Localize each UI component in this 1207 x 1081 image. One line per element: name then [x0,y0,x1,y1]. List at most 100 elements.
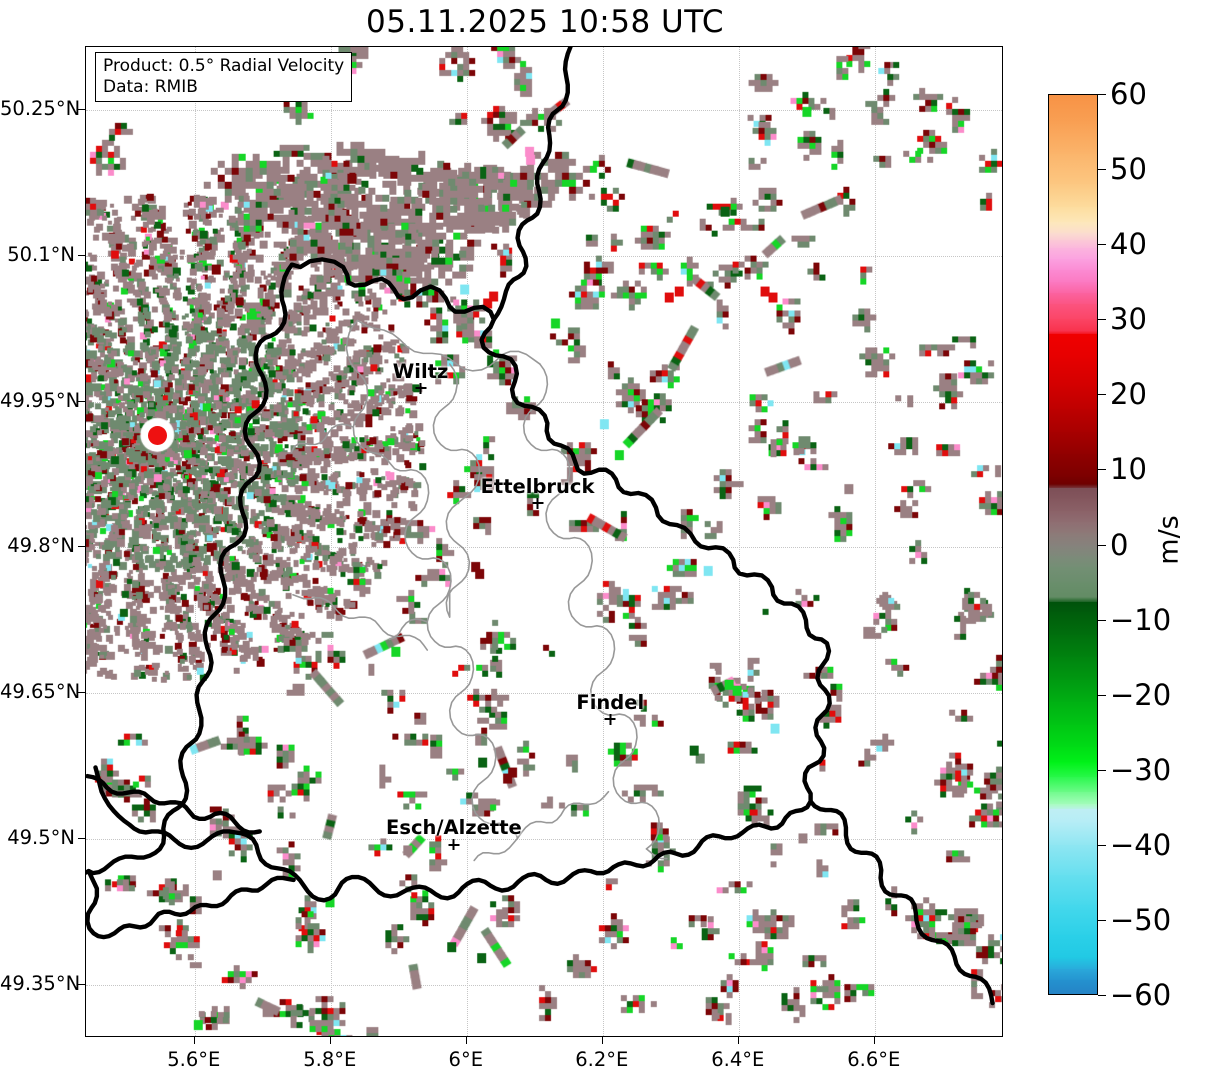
colorbar-band [1049,184,1097,209]
colorbar-band [1049,657,1097,682]
y-axis-tick-label: 49.95°N [0,388,81,412]
colorbar-band [1049,206,1097,224]
colorbar-band [1049,601,1097,615]
colorbar-title: m/s [1153,515,1185,565]
colorbar-band [1049,259,1097,273]
colorbar-band [1049,221,1097,235]
colorbar-band [1049,844,1097,877]
colorbar-band [1049,702,1097,727]
colorbar-tick-mark [1098,769,1106,771]
canton-border-line [445,498,471,618]
colorbar-band [1049,597,1097,604]
colorbar-band [1049,808,1097,825]
figure-title: 05.11.2025 10:58 UTC [366,4,724,40]
x-axis-tick-label: 6.2°E [575,1048,629,1071]
colorbar-tick-mark [1098,244,1106,246]
colorbar-tick-label: −60 [1110,978,1172,1012]
colorbar-band [1049,979,1097,994]
colorbar-tick-mark [1098,394,1106,396]
colorbar [1048,94,1098,995]
colorbar-band [1049,319,1097,333]
canton-border-line [522,363,661,850]
colorbar-tick-label: −50 [1110,902,1172,937]
national-border-line [86,262,295,876]
y-axis-tick-label: 50.1°N [7,242,75,266]
y-axis-tick-mark [78,400,85,402]
colorbar-band [1049,247,1097,262]
colorbar-band [1049,431,1097,457]
x-axis-tick-label: 6.6°E [847,1048,901,1071]
canton-border-line [388,618,429,641]
map-plot-area[interactable]: Wiltz Ettelbruck Findel Esch/Alzette Produc… [85,46,1003,1037]
national-border-line [86,868,296,940]
colorbar-band [1049,555,1097,569]
national-border-line [808,799,995,1006]
colorbar-band [1049,567,1097,585]
colorbar-tick-label: 30 [1110,302,1147,337]
colorbar-tick-mark [1098,619,1106,621]
colorbar-band [1049,792,1097,806]
y-axis-tick-mark [78,254,85,256]
colorbar-tick-mark [1098,844,1106,846]
y-axis-tick-mark [78,692,85,694]
colorbar-tick-mark [1098,919,1106,921]
colorbar-tick-label: −20 [1110,677,1172,712]
y-axis-tick-label: 49.8°N [7,534,75,558]
colorbar-tick-label: −30 [1110,752,1172,787]
canton-border-line [473,837,519,862]
colorbar-band [1049,724,1097,750]
product-info-box: Product: 0.5° Radial Velocity Data: RMIB [95,52,353,103]
y-axis-tick-label: 49.65°N [0,680,81,704]
radar-site-marker [147,426,167,446]
colorbar-band [1049,544,1097,558]
national-border-line [86,773,262,835]
colorbar-band [1049,612,1097,637]
colorbar-band [1049,679,1097,705]
canton-border-line [356,319,541,372]
colorbar-band [1049,904,1097,937]
colorbar-band [1049,356,1097,389]
colorbar-band [1049,510,1097,524]
colorbar-band [1049,270,1097,284]
map-border-layer [86,47,995,1006]
colorbar-band [1049,968,1097,982]
x-axis-tick-label: 5.6°E [167,1048,221,1071]
x-axis-tick-mark [601,1037,603,1044]
colorbar-band [1049,634,1097,660]
colorbar-band [1049,762,1097,780]
y-axis-tick-mark [78,109,85,111]
data-source-line: Data: RMIB [103,76,198,97]
x-axis-tick-mark [329,1037,331,1044]
colorbar-band [1049,304,1097,322]
y-axis-tick-label: 49.35°N [0,971,81,995]
colorbar-band [1049,934,1097,960]
x-axis-tick-mark [873,1037,875,1044]
colorbar-band [1049,240,1097,250]
canton-border-line [516,790,610,839]
colorbar-band [1049,777,1097,795]
colorbar-band [1049,533,1097,547]
colorbar-band [1049,874,1097,907]
colorbar-band [1049,747,1097,765]
colorbar-band [1049,154,1097,187]
y-axis-tick-mark [78,837,85,839]
colorbar-band [1049,484,1097,491]
colorbar-tick-label: 20 [1110,377,1147,412]
colorbar-band [1049,499,1097,513]
colorbar-tick-mark [1098,694,1106,696]
colorbar-band [1049,386,1097,412]
colorbar-tick-label: −10 [1110,602,1172,637]
colorbar-band [1049,281,1097,295]
colorbar-band [1049,582,1097,600]
colorbar-band [1049,957,1097,971]
y-axis-tick-mark [78,983,85,985]
colorbar-tick-label: 10 [1110,452,1147,487]
colorbar-band [1049,803,1097,811]
colorbar-tick-label: 60 [1110,77,1147,111]
colorbar-band [1049,330,1097,337]
canton-border-line [345,319,519,839]
canton-border-line [432,363,481,501]
product-line: Product: 0.5° Radial Velocity [103,56,345,76]
national-border-line [86,868,91,875]
